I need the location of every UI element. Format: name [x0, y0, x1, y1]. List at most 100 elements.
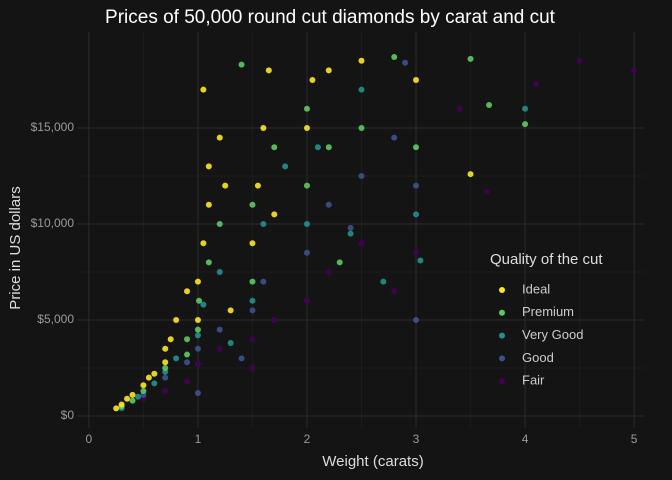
data-point: [303, 125, 310, 131]
data-point: [249, 240, 256, 247]
data-point: [200, 301, 207, 308]
data-point: [303, 221, 310, 227]
data-point: [194, 326, 201, 333]
data-point: [391, 134, 398, 141]
data-point: [358, 240, 365, 247]
data-point: [205, 201, 212, 208]
x-tick-label: 0: [86, 432, 93, 446]
data-point: [140, 388, 147, 395]
legend-label: Fair: [522, 373, 545, 388]
data-point: [162, 365, 169, 371]
data-point: [194, 389, 201, 396]
data-point: [184, 288, 191, 295]
data-point: [271, 144, 278, 151]
data-point: [532, 80, 539, 87]
data-point: [173, 317, 180, 323]
y-axis-title: Price in US dollars: [7, 186, 24, 309]
data-point: [196, 297, 203, 304]
data-point: [129, 397, 136, 404]
data-point: [303, 182, 310, 189]
data-point: [124, 395, 131, 402]
data-point: [140, 382, 147, 389]
x-tick-label: 3: [413, 432, 420, 446]
chart-title: Prices of 50,000 round cut diamonds by c…: [105, 7, 556, 28]
data-point: [260, 125, 267, 131]
data-point: [113, 405, 120, 412]
data-point: [151, 380, 158, 387]
data-point: [325, 269, 332, 275]
legend-swatch: [499, 287, 505, 293]
legend-label: Ideal: [522, 281, 550, 296]
data-point: [249, 336, 256, 343]
data-point: [162, 359, 169, 366]
data-point: [380, 278, 387, 285]
data-point: [118, 401, 125, 408]
data-point: [162, 374, 169, 381]
data-point: [358, 86, 365, 93]
data-point: [413, 144, 420, 151]
data-point: [216, 134, 223, 141]
data-point: [413, 211, 420, 218]
x-tick-label: 5: [631, 432, 638, 446]
data-point: [200, 240, 207, 247]
data-point: [238, 355, 245, 362]
data-point: [151, 370, 158, 377]
data-point: [249, 365, 256, 371]
data-point: [238, 61, 245, 68]
data-point: [325, 201, 332, 208]
data-point: [162, 345, 169, 352]
data-point: [200, 86, 207, 93]
data-point: [167, 336, 174, 343]
data-point: [467, 171, 474, 178]
data-point: [184, 359, 191, 366]
data-point: [216, 345, 223, 352]
data-point: [314, 144, 321, 151]
data-point: [249, 297, 256, 304]
data-point: [336, 259, 343, 266]
data-point: [227, 340, 234, 347]
legend-title: Quality of the cut: [490, 251, 603, 268]
data-point: [134, 393, 141, 400]
data-point: [173, 355, 180, 362]
legend-swatch: [499, 355, 505, 362]
data-point: [391, 288, 398, 295]
data-point: [413, 249, 420, 256]
legend-swatch: [499, 378, 505, 385]
data-point: [260, 221, 267, 227]
x-tick-label: 4: [522, 432, 529, 446]
data-point: [184, 336, 191, 343]
data-point: [194, 332, 201, 339]
legend-label: Very Good: [522, 327, 583, 342]
data-point: [358, 173, 365, 179]
data-point: [325, 67, 332, 74]
data-point: [347, 224, 354, 231]
data-point: [194, 361, 201, 368]
data-point: [271, 211, 278, 218]
data-point: [260, 278, 267, 285]
data-point: [358, 57, 365, 64]
data-point: [282, 163, 289, 170]
data-point: [303, 105, 310, 112]
data-point: [576, 57, 583, 64]
data-point: [456, 105, 463, 112]
legend-label: Premium: [522, 304, 574, 319]
data-point: [194, 317, 201, 323]
data-point: [265, 67, 272, 74]
data-point: [413, 317, 420, 323]
data-point: [631, 67, 638, 74]
data-point: [303, 297, 310, 304]
data-point: [303, 249, 310, 256]
x-tick-label: 1: [195, 432, 202, 446]
y-tick-label: $0: [61, 408, 75, 422]
data-point: [325, 144, 332, 151]
data-point: [402, 59, 409, 66]
data-point: [205, 259, 212, 266]
data-point: [486, 101, 493, 108]
data-point: [413, 182, 420, 189]
data-point: [413, 77, 420, 83]
y-tick-label: $10,000: [31, 216, 75, 230]
data-point: [522, 105, 529, 112]
data-point: [522, 121, 529, 128]
